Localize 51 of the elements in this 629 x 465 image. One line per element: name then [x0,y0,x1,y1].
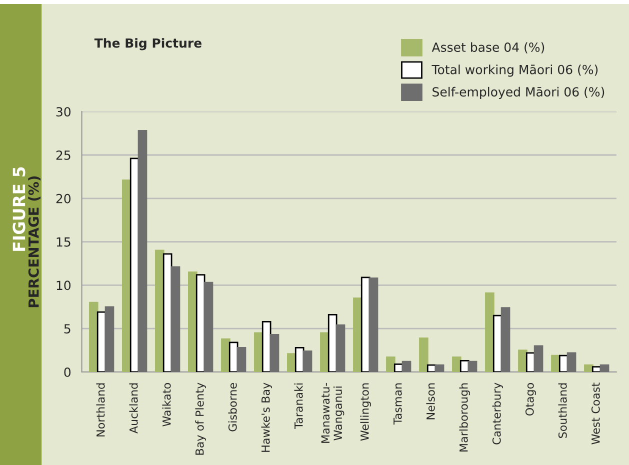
x-tick-label: Tasman [394,383,402,425]
y-axis-title: PERCENTAGE (%) [28,176,40,308]
x-tick-label: Waikato [162,383,171,426]
bar [434,364,444,372]
x-tick-label: West Coast [591,382,600,444]
x-tick-label: Manawatu- Wanganui [321,382,344,443]
bar [452,356,462,372]
x-tick-label: Canterbury [492,382,503,444]
bar [500,307,510,372]
x-tick-label: Gisborne [228,383,237,432]
bar [302,350,312,372]
y-tick-label: 5 [64,324,70,334]
x-tick-label: Taranaki [294,383,303,429]
bar [386,356,396,372]
caption: FIGURE 5 [12,167,26,251]
bar [170,266,180,372]
y-tick-label: 20 [56,194,71,204]
bar [600,364,610,372]
bar [336,324,346,372]
bar [592,366,602,372]
bar [104,306,114,372]
legend-label: Total working Māori 06 (%) [432,64,598,77]
y-tick-label: 10 [56,280,71,290]
y-tick-label: 30 [56,107,71,117]
y-tick-label: 25 [56,150,70,160]
bar [584,364,594,372]
bar [566,352,576,372]
bar [402,360,412,372]
legend-label: Self-employed Māori 06 (%) [432,86,604,100]
legend-label: Asset base 04 (%) [432,42,544,54]
y-tick-label: 0 [64,367,71,377]
x-tick-label: Otago [525,383,536,416]
bar [368,278,378,372]
bar [270,334,280,372]
bar [236,347,246,372]
x-tick-label: Wellington [360,383,371,441]
x-tick-label: Marlborough [459,383,470,452]
bar [204,282,214,372]
bar [468,360,478,372]
x-tick-label: Hawke's Bay [261,382,272,452]
x-tick-label: Auckland [129,383,138,434]
x-tick-label: Southland [558,383,567,438]
bar [419,337,428,372]
x-tick-label: Northland [96,383,105,436]
y-tick-label: 15 [56,237,70,247]
x-tick-label: Bay of Plenty [195,382,206,455]
bar [138,130,148,372]
chart-title: The Big Picture [94,38,202,50]
bar [485,292,494,372]
x-tick-label: Nelson [426,383,435,420]
bar [534,345,544,372]
